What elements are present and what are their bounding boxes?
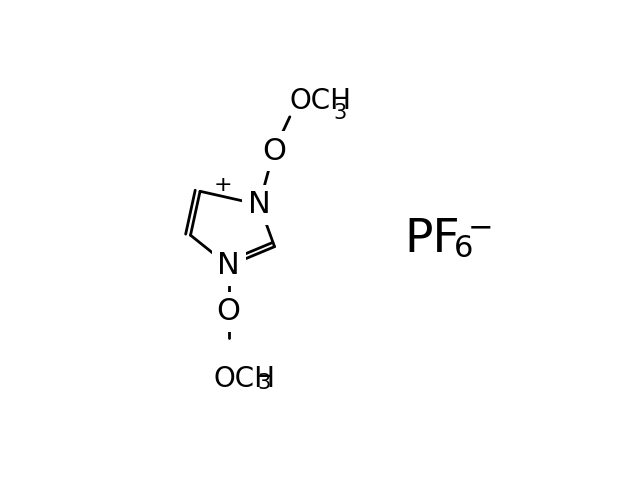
Text: +: + xyxy=(214,175,232,195)
Text: −: − xyxy=(467,213,493,242)
Text: OCH: OCH xyxy=(213,365,275,393)
Text: OCH: OCH xyxy=(290,87,352,115)
Text: PF: PF xyxy=(404,217,460,261)
Text: O: O xyxy=(262,137,286,166)
Text: 6: 6 xyxy=(454,234,474,263)
Text: O: O xyxy=(217,297,241,326)
Text: 3: 3 xyxy=(257,372,271,393)
Text: N: N xyxy=(248,190,271,219)
Text: N: N xyxy=(218,251,240,280)
Text: 3: 3 xyxy=(333,103,347,123)
